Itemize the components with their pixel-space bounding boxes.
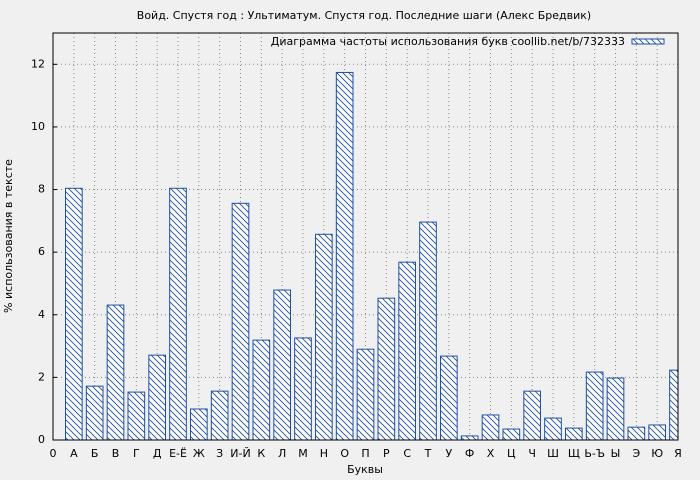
y-tick-label: 10 [31,120,45,133]
bar [565,427,583,440]
x-tick-label: Ы [611,447,621,460]
bar [669,369,678,440]
bar [356,348,375,440]
bar [169,187,187,440]
x-tick-label: Щ [568,447,580,460]
x-tick-label: Д [153,447,162,460]
y-tick-label: 8 [38,183,45,196]
x-tick-label: Ч [528,447,536,460]
bar [502,428,521,440]
x-tick-label: З [216,447,223,460]
bar [648,424,666,440]
bar [252,339,271,440]
y-axis-label: % использования в тексте [2,159,15,313]
x-tick-label: Ю [651,447,663,460]
x-tick-label: Ф [465,447,474,460]
bar [544,417,562,440]
x-tick-label: Б [91,447,99,460]
y-tick-label: 2 [38,370,45,383]
bar [148,354,166,440]
x-tick-label: Л [278,447,286,460]
bar [440,355,458,440]
x-tick-label: Я [674,447,682,460]
y-tick-label: 12 [31,57,45,70]
x-tick-label: Г [133,447,140,460]
y-tick-label: 4 [38,308,45,321]
bar [335,71,354,440]
x-tick-label: Ц [507,447,516,460]
chart-title: Войд. Спустя год : Ультиматум. Спустя го… [137,9,591,22]
bar [460,435,479,440]
x-tick-label: И-Й [230,447,250,460]
bar [315,233,333,440]
bar [419,221,437,440]
bar [377,297,396,440]
x-tick-label: О [340,447,349,460]
x-tick-label: С [403,447,411,460]
plot-frame [52,32,679,441]
bar [627,426,646,440]
bar [523,390,541,440]
x-tick-label: М [298,447,308,460]
x-tick-label: Ь-Ъ [584,447,605,460]
bar [231,202,250,440]
bar [294,337,312,440]
x-tick-label: Ж [193,447,205,460]
x-tick-label: Р [383,447,390,460]
bar [606,377,625,440]
x-tick-label: Н [320,447,328,460]
bar [210,390,229,440]
x-tick-label: Э [632,447,640,460]
bar [481,414,500,440]
bar [65,187,83,440]
x-tick-label: В [112,447,120,460]
bar [106,304,125,440]
x-tick-label: Х [487,447,495,460]
x-tick-label: У [445,447,452,460]
legend-label: Диаграмма частоты использования букв coo… [271,35,625,48]
x-tick-label: К [257,447,265,460]
y-tick-label: 0 [38,433,45,446]
x-tick-label: 0 [50,447,57,460]
bar [398,261,417,440]
x-tick-label: Ш [547,447,559,460]
bars [65,71,678,440]
legend-swatch [631,38,665,45]
x-axis-label: Буквы [347,463,383,476]
bar [190,408,208,440]
x-tick-label: А [70,447,78,460]
bar [127,391,146,440]
bar [85,385,104,440]
y-tick-label: 6 [38,245,45,258]
x-tick-label: Е-Ё [169,447,187,460]
x-tick-label: П [361,447,369,460]
x-tick-label: Т [424,447,432,460]
bar [273,289,292,440]
bar [585,371,604,440]
